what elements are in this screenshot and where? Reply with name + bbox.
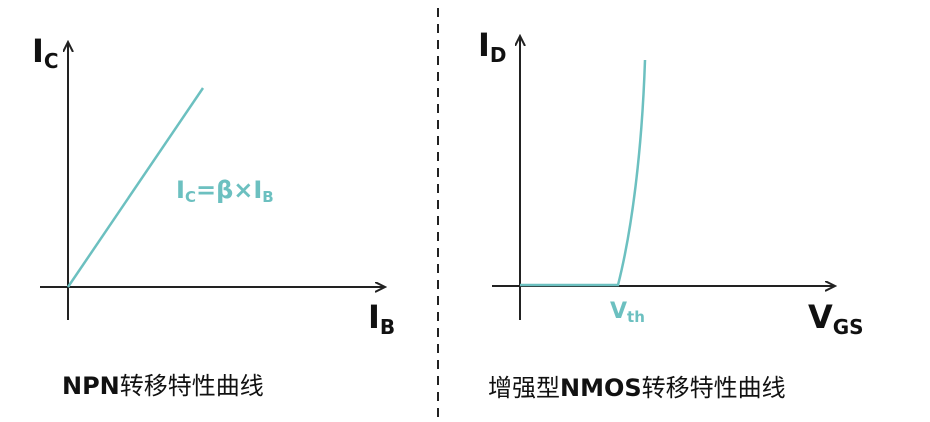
x-label: VGS: [808, 298, 864, 339]
y-label: IC: [32, 32, 59, 73]
equation: IC=β×IB: [176, 176, 274, 206]
caption: 增强型NMOS转移特性曲线: [488, 374, 786, 402]
x-label: IB: [368, 298, 395, 339]
y-label: ID: [478, 26, 507, 67]
threshold-label: Vth: [610, 299, 645, 326]
curve: [66, 87, 205, 288]
curve: [520, 59, 647, 287]
caption: NPN转移特性曲线: [62, 372, 264, 400]
